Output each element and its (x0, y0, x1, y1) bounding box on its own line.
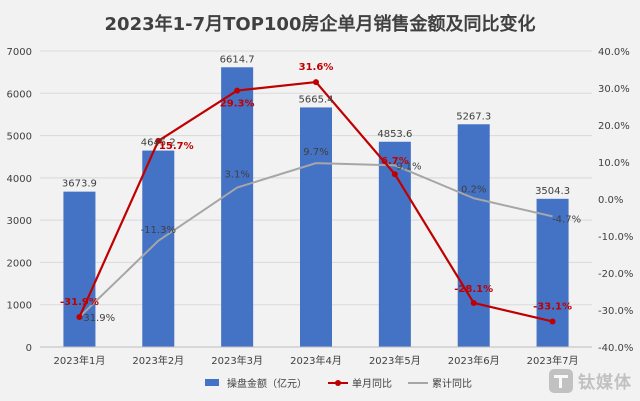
cumulative-value-label: 9.7% (303, 147, 328, 158)
single-month-marker (76, 314, 83, 321)
y-left-tick-label: 5000 (7, 132, 32, 143)
y-right-tick-label: 40.0% (598, 47, 630, 58)
cumulative-value-label: 9.1% (396, 161, 421, 172)
single-month-value-label: -28.1% (454, 284, 493, 295)
y-right-tick-label: 0.0% (598, 195, 623, 206)
y-left-tick-label: 2000 (7, 258, 32, 269)
bar-value-label: 5665.4 (299, 94, 334, 105)
y-right-tick-label: 30.0% (598, 84, 630, 95)
y-left-tick-label: 6000 (7, 89, 32, 100)
y-left-tick-label: 3000 (7, 216, 32, 227)
x-tick-label: 2023年3月 (211, 354, 263, 367)
y-right-tick-label: -30.0% (598, 306, 633, 317)
x-tick-label: 2023年1月 (54, 354, 106, 367)
bar-value-label: 4645.2 (141, 138, 176, 149)
single-month-marker (313, 79, 319, 86)
bar (221, 67, 254, 347)
chart-title: 2023年1-7月TOP100房企单月销售金额及同比变化 (105, 13, 536, 35)
y-left-tick-label: 1000 (7, 301, 32, 312)
legend-swatch-marker (335, 380, 341, 386)
bar (63, 191, 96, 347)
bar-value-label: 4853.6 (377, 129, 412, 140)
x-tick-label: 2023年2月 (132, 354, 184, 367)
y-left-tick-label: 4000 (7, 174, 32, 185)
bar-value-label: 5267.3 (456, 111, 491, 122)
single-month-marker (470, 299, 477, 306)
x-tick-label: 2023年4月 (290, 354, 342, 367)
legend: 操盘金额（亿元） 单月同比 累计同比 (205, 377, 472, 390)
cumulative-value-label: 3.1% (224, 170, 249, 181)
legend-label: 累计同比 (432, 377, 472, 390)
bars-layer (63, 67, 569, 348)
watermark-text: 钛媒体 (578, 373, 632, 393)
bar-value-label: 6614.7 (220, 54, 255, 65)
legend-label: 单月同比 (352, 378, 392, 390)
tmt-logo-icon (549, 368, 573, 393)
single-month-marker (391, 171, 398, 178)
axes-layer: 0 1000 2000 3000 4000 5000 6000 7000 -40.0% -30.0… (7, 47, 634, 367)
single-month-value-label: 29.3% (220, 99, 255, 110)
x-tick-label: 2023年5月 (369, 354, 421, 367)
cumulative-value-label: -31.9% (80, 313, 115, 324)
single-month-value-label: -31.9% (60, 297, 99, 308)
labels-layer: 3673.9 4645.2 6614.7 5665.4 4853.6 5267.3 3504… (60, 54, 581, 324)
x-tick-label: 2023年6月 (448, 354, 500, 367)
bar (457, 124, 490, 347)
single-month-marker (549, 318, 556, 325)
watermark: 钛媒体 (549, 368, 632, 393)
bar-value-label: 3504.3 (535, 186, 570, 197)
cumulative-value-label: -11.3% (141, 225, 176, 236)
single-month-value-label: 15.7% (159, 141, 194, 152)
legend-swatch-bar (205, 379, 219, 386)
cumulative-line (78, 162, 553, 318)
single-month-value-label: -33.1% (533, 301, 572, 312)
single-month-marker (234, 87, 241, 94)
y-right-tick-label: -20.0% (598, 269, 633, 280)
y-left-tick-label: 7000 (7, 47, 32, 58)
single-month-marker (155, 137, 162, 144)
single-month-value-label: 31.6% (299, 62, 334, 73)
y-left-tick-label: 0 (26, 343, 32, 354)
bar (142, 150, 175, 347)
y-right-tick-label: -10.0% (598, 232, 633, 243)
bar-value-label: 3673.9 (62, 179, 97, 190)
x-tick-label: 2023年7月 (527, 354, 579, 367)
y-right-tick-label: 20.0% (598, 121, 630, 132)
y-right-tick-label: 10.0% (598, 158, 630, 169)
cumulative-value-label: 0.2% (461, 184, 486, 195)
cumulative-value-label: -4.7% (552, 214, 581, 225)
legend-label: 操盘金额（亿元） (227, 377, 307, 390)
y-right-tick-label: -40.0% (598, 343, 633, 354)
lines-layer (76, 79, 556, 325)
single-month-value-label: 6.7% (381, 156, 409, 167)
bar (300, 107, 332, 348)
